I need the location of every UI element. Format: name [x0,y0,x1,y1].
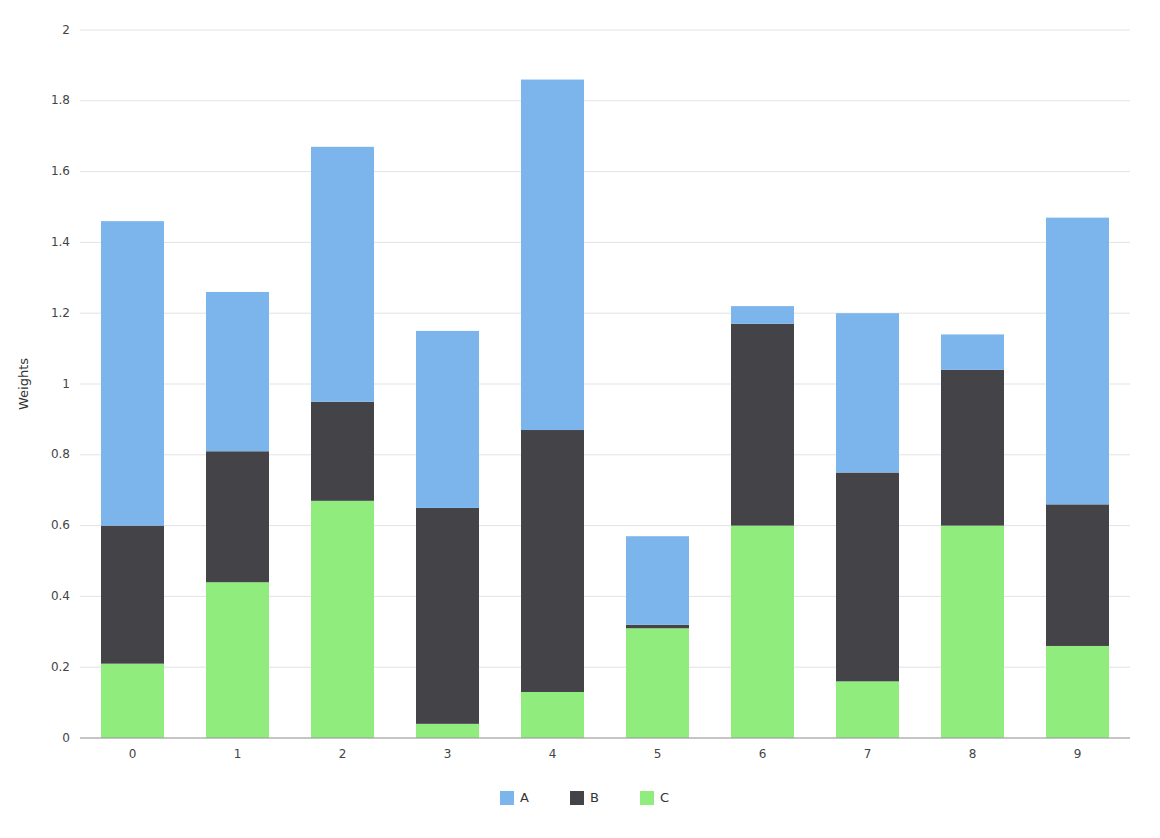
bar [416,331,479,508]
legend-label: C [660,790,669,805]
legend-label: A [520,790,529,805]
y-tick-label: 1 [62,377,70,391]
grid-line [80,30,1130,31]
series [101,80,1109,625]
bar [101,221,164,525]
bar [836,473,899,682]
bars [101,80,1109,738]
y-tick-label: 0.2 [51,660,70,674]
bar [626,628,689,738]
x-ticks: 0 1 2 3 4 5 6 7 8 9 [129,747,1082,761]
bar [731,526,794,738]
bar [731,324,794,526]
bar [521,692,584,738]
grid-line [80,242,1130,243]
bar [836,681,899,738]
grid-line [80,171,1130,172]
bar [311,147,374,402]
y-tick-label: 1.4 [51,235,70,249]
x-tick-label: 8 [969,747,977,761]
legend: A B C [500,790,669,806]
bar [206,582,269,738]
bar [731,306,794,324]
bar [521,80,584,430]
legend-label: B [590,790,599,805]
grid-line [80,738,1130,739]
x-tick-label: 9 [1074,747,1082,761]
bar [101,664,164,738]
bar [416,724,479,738]
x-tick-label: 5 [654,747,662,761]
bar [206,292,269,451]
x-tick-label: 6 [759,747,767,761]
bar [1046,504,1109,646]
bar [941,526,1004,738]
x-tick-label: 7 [864,747,872,761]
bar [416,508,479,724]
x-tick-label: 1 [234,747,242,761]
bar [836,313,899,472]
legend-swatch [570,791,584,805]
bar [311,501,374,738]
y-tick-label: 1.8 [51,93,70,107]
y-tick-label: 0.4 [51,589,70,603]
x-tick-label: 0 [129,747,137,761]
y-tick-label: 1.2 [51,306,70,320]
bar [311,402,374,501]
legend-swatch [640,791,654,805]
bar [941,334,1004,369]
bar [626,536,689,625]
y-tick-label: 0.8 [51,447,70,461]
y-axis-label: Weights [16,358,31,410]
y-tick-label: 0 [62,731,70,745]
y-ticks: 0 0.2 0.4 0.6 0.8 1 1.2 1.4 1.6 1.8 2 [51,23,70,745]
bar [626,625,689,629]
legend-swatch [500,791,514,805]
grid-line [80,100,1130,101]
x-axis-line [80,738,1130,739]
x-tick-label: 3 [444,747,452,761]
grid [80,30,1130,738]
bar [1046,646,1109,738]
x-tick-label: 4 [549,747,557,761]
bar [1046,218,1109,505]
chart: 0 0.2 0.4 0.6 0.8 1 1.2 1.4 1.6 1.8 2 0 1 2 3 4 5 6 7 8 9 Wei… [0,0,1160,838]
y-tick-label: 1.6 [51,164,70,178]
bar [206,451,269,582]
x-tick-label: 2 [339,747,347,761]
bar [941,370,1004,526]
bar [101,526,164,664]
y-tick-label: 0.6 [51,518,70,532]
bar [521,430,584,692]
y-tick-label: 2 [62,23,70,37]
